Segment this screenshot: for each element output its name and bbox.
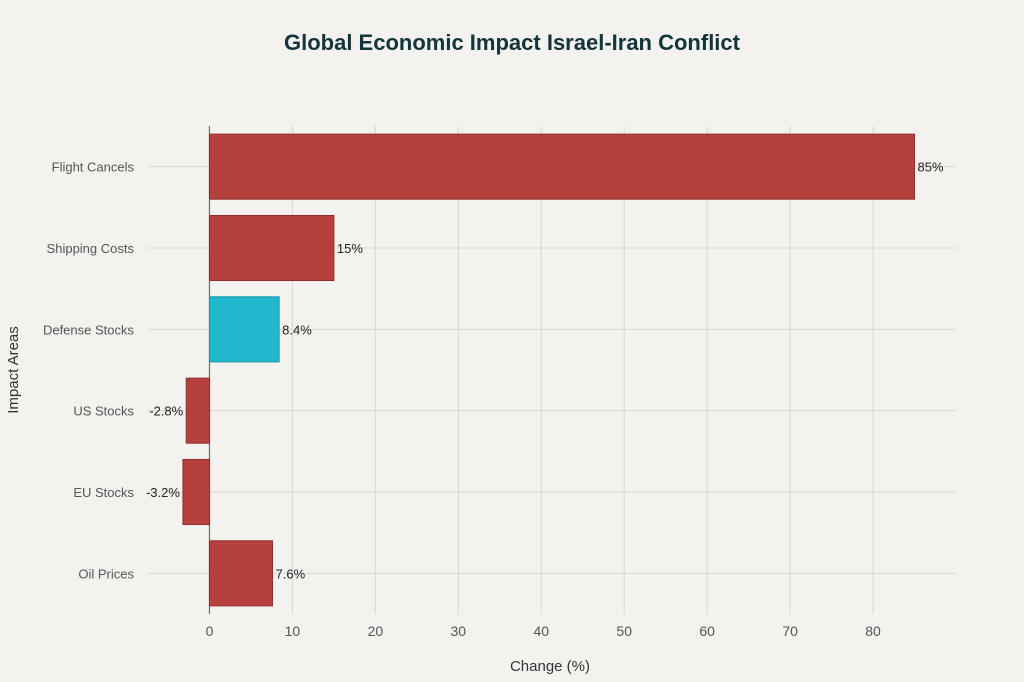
grid-lines (148, 126, 956, 614)
data-label: -2.8% (149, 404, 183, 419)
data-labels: 85% 15% 8.4% -2.8% -3.2% 7.6% (146, 160, 944, 582)
x-tick-label: 70 (782, 623, 798, 639)
bar (208, 540, 274, 607)
chart-title: Global Economic Impact Israel-Iran Confl… (284, 30, 741, 55)
x-tick-label: 60 (699, 623, 715, 639)
bar (208, 133, 916, 200)
x-tick-label: 10 (285, 623, 301, 639)
y-axis-label: Impact Areas (5, 326, 22, 414)
category-label: US Stocks (73, 404, 134, 419)
data-label: 85% (918, 160, 944, 175)
bar (208, 214, 335, 282)
bar (182, 458, 210, 526)
x-tick-labels: 0 10 20 30 40 50 60 70 80 (206, 623, 881, 639)
category-label: Defense Stocks (43, 322, 135, 337)
category-label: EU Stocks (73, 485, 134, 500)
category-labels: Flight Cancels Shipping Costs Defense Stoc… (43, 160, 135, 582)
bar (185, 377, 210, 444)
x-tick-label: 20 (368, 623, 384, 639)
data-label: 15% (337, 241, 363, 256)
data-label: -3.2% (146, 485, 180, 500)
category-label: Flight Cancels (52, 160, 135, 175)
x-tick-label: 40 (533, 623, 549, 639)
category-label: Shipping Costs (47, 241, 135, 256)
data-label: 8.4% (282, 322, 312, 337)
x-axis-label: Change (%) (510, 658, 590, 675)
bars (182, 133, 916, 607)
x-tick-label: 80 (865, 623, 881, 639)
x-tick-label: 30 (451, 623, 467, 639)
x-tick-label: 0 (206, 623, 214, 639)
bar (208, 296, 280, 363)
x-tick-label: 50 (616, 623, 632, 639)
category-label: Oil Prices (78, 566, 134, 581)
data-label: 7.6% (276, 566, 306, 581)
